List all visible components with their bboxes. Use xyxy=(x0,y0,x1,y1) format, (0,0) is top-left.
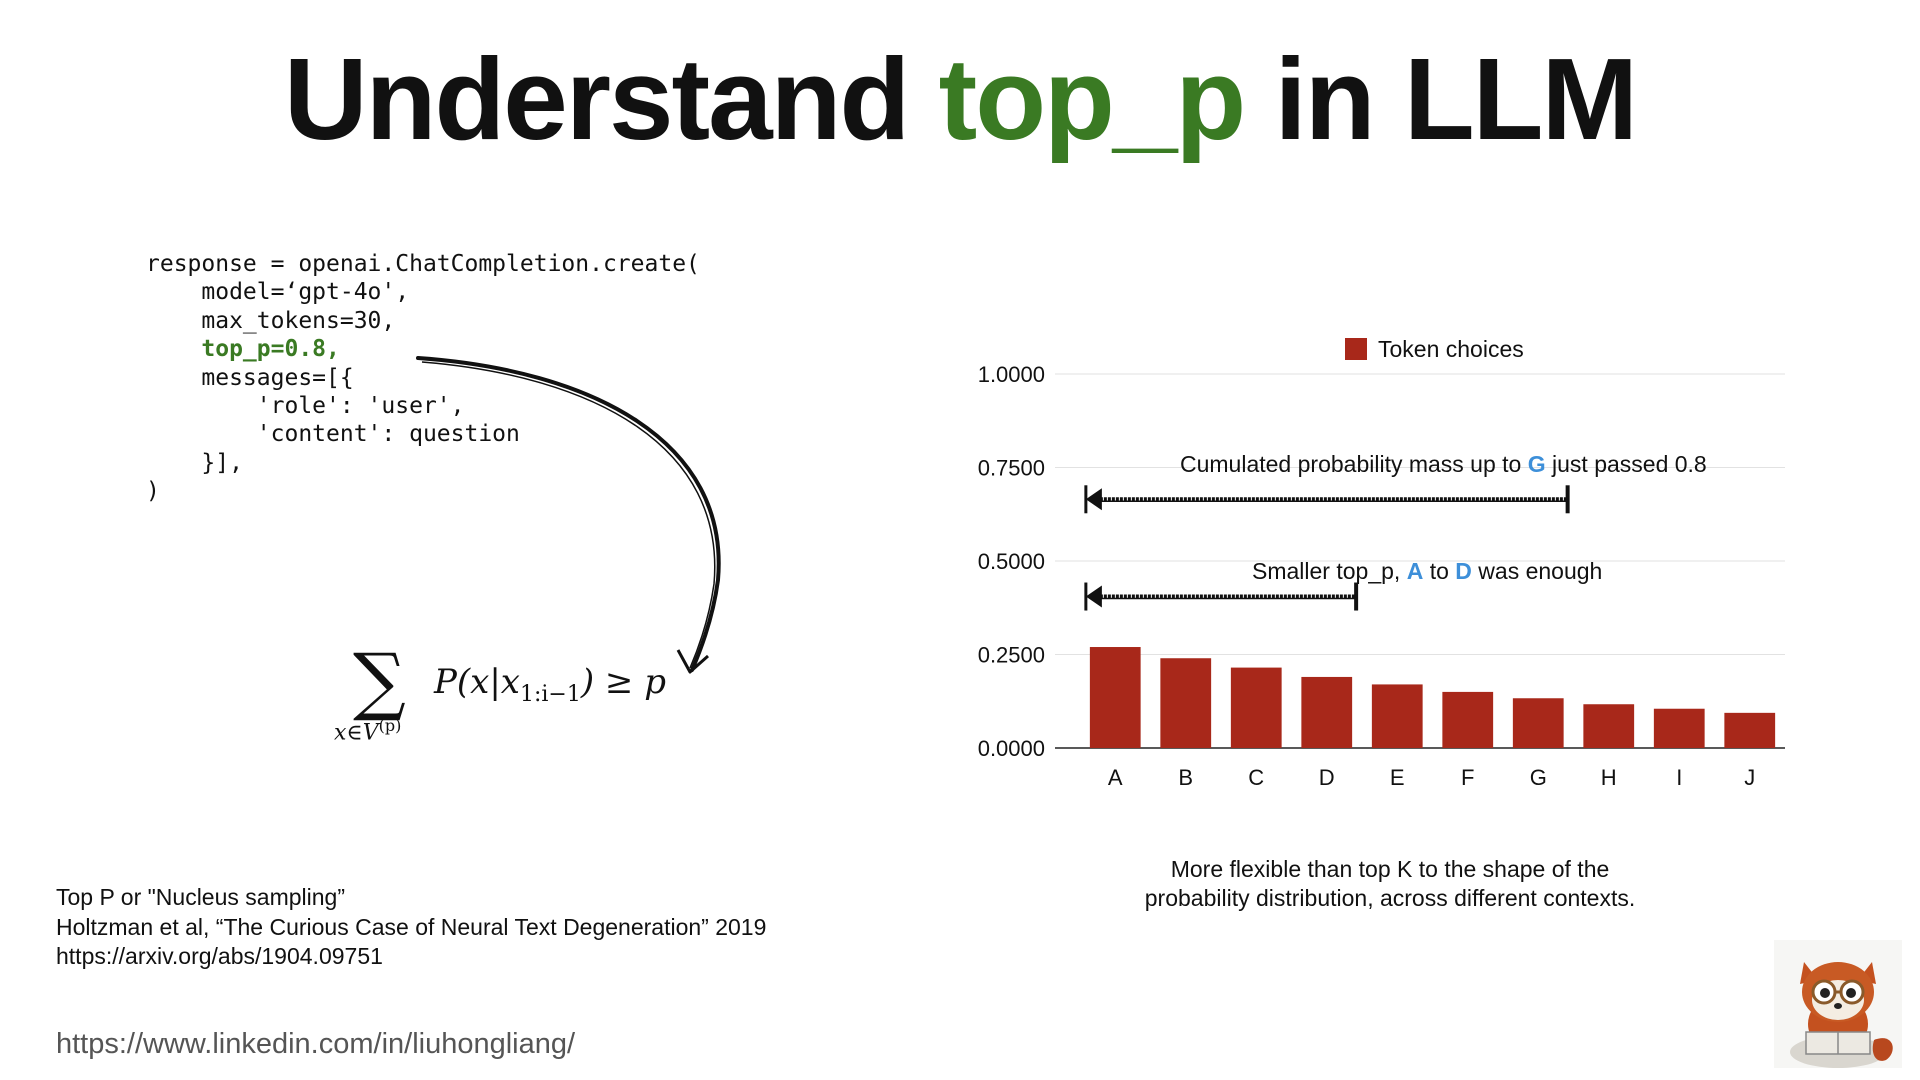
code-line: ) xyxy=(146,478,160,505)
range-bracket-A-G xyxy=(1084,485,1570,514)
x-axis-ticks: A B C D E F G H I J xyxy=(1108,765,1755,790)
legend-label: Token choices xyxy=(1378,336,1524,362)
references: Top P or "Nucleus sampling” Holtzman et … xyxy=(56,883,766,972)
chart-caption: More flexible than top K to the shape of… xyxy=(1144,856,1636,911)
code-line: 'role': 'user', xyxy=(146,393,465,420)
y-tick-label: 0.2500 xyxy=(978,643,1045,668)
slide-title: Understand top_p in LLM xyxy=(0,34,1920,164)
chart-bars xyxy=(1089,647,1776,748)
title-suffix: in LLM xyxy=(1244,34,1639,164)
legend-swatch xyxy=(1345,338,1367,360)
bar-I xyxy=(1653,708,1705,748)
x-tick-label: F xyxy=(1461,765,1474,790)
bar-C xyxy=(1230,667,1282,748)
x-tick-label: D xyxy=(1319,765,1335,790)
code-line: messages=[{ xyxy=(146,364,354,391)
bar-F xyxy=(1442,691,1494,748)
y-axis-ticks: 0.0000 0.2500 0.5000 0.7500 1.0000 xyxy=(978,362,1045,761)
sum-symbol: ∑ xyxy=(353,638,406,724)
y-tick-label: 0.7500 xyxy=(978,456,1045,481)
chart-annotations xyxy=(1084,485,1570,611)
code-line: model=‘gpt-4o', xyxy=(146,279,410,306)
bar-H xyxy=(1583,704,1635,748)
annotation-smaller-top-p: Smaller top_p, A to D was enough xyxy=(1252,558,1603,584)
x-tick-label: E xyxy=(1390,765,1405,790)
y-tick-label: 1.0000 xyxy=(978,362,1045,387)
x-tick-label: A xyxy=(1108,765,1123,790)
code-block: response = openai.ChatCompletion.create(… xyxy=(146,250,700,506)
y-tick-label: 0.5000 xyxy=(978,549,1045,574)
code-line-top-p: top_p=0.8, xyxy=(146,336,340,363)
annotation-cumulated: Cumulated probability mass up to G just … xyxy=(1180,451,1707,477)
x-tick-label: J xyxy=(1744,765,1755,790)
x-tick-label: B xyxy=(1178,765,1193,790)
code-line: response = openai.ChatCompletion.create( xyxy=(146,251,700,277)
nucleus-formula: ∑ x∈V(p) P(x|x1:i−1) ≥ p xyxy=(330,644,730,750)
x-tick-label: G xyxy=(1530,765,1547,790)
formula-subscript: x∈V(p) xyxy=(334,716,402,746)
bar-A xyxy=(1089,647,1141,748)
y-tick-label: 0.0000 xyxy=(978,736,1045,761)
reference-line: Holtzman et al, “The Curious Case of Neu… xyxy=(56,913,767,940)
title-accent: top_p xyxy=(938,34,1247,164)
x-tick-label: C xyxy=(1248,765,1264,790)
x-tick-label: H xyxy=(1601,765,1617,790)
x-tick-label: I xyxy=(1676,765,1682,790)
range-bracket-A-D xyxy=(1084,582,1359,611)
bar-E xyxy=(1371,684,1423,748)
bar-D xyxy=(1301,676,1353,748)
formula-body: P(x|x1:i−1) ≥ p xyxy=(434,662,666,707)
reference-line: Top P or "Nucleus sampling” xyxy=(56,884,345,910)
code-line: 'content': question xyxy=(146,421,520,448)
reference-link[interactable]: https://arxiv.org/abs/1904.09751 xyxy=(56,943,383,969)
code-line: max_tokens=30, xyxy=(146,307,396,334)
bar-B xyxy=(1160,658,1212,748)
token-probability-chart: 0.0000 0.2500 0.5000 0.7500 1.0000 A B C D E F G H I… xyxy=(978,336,1785,790)
linkedin-link[interactable]: https://www.linkedin.com/in/liuhongliang… xyxy=(56,1028,576,1060)
title-prefix: Understand xyxy=(283,34,939,164)
chart-legend: Token choices xyxy=(1345,336,1524,362)
red-panda-mascot-icon xyxy=(1774,940,1902,1068)
code-line: }], xyxy=(146,449,243,476)
bar-J xyxy=(1724,712,1776,748)
bar-G xyxy=(1512,698,1564,748)
